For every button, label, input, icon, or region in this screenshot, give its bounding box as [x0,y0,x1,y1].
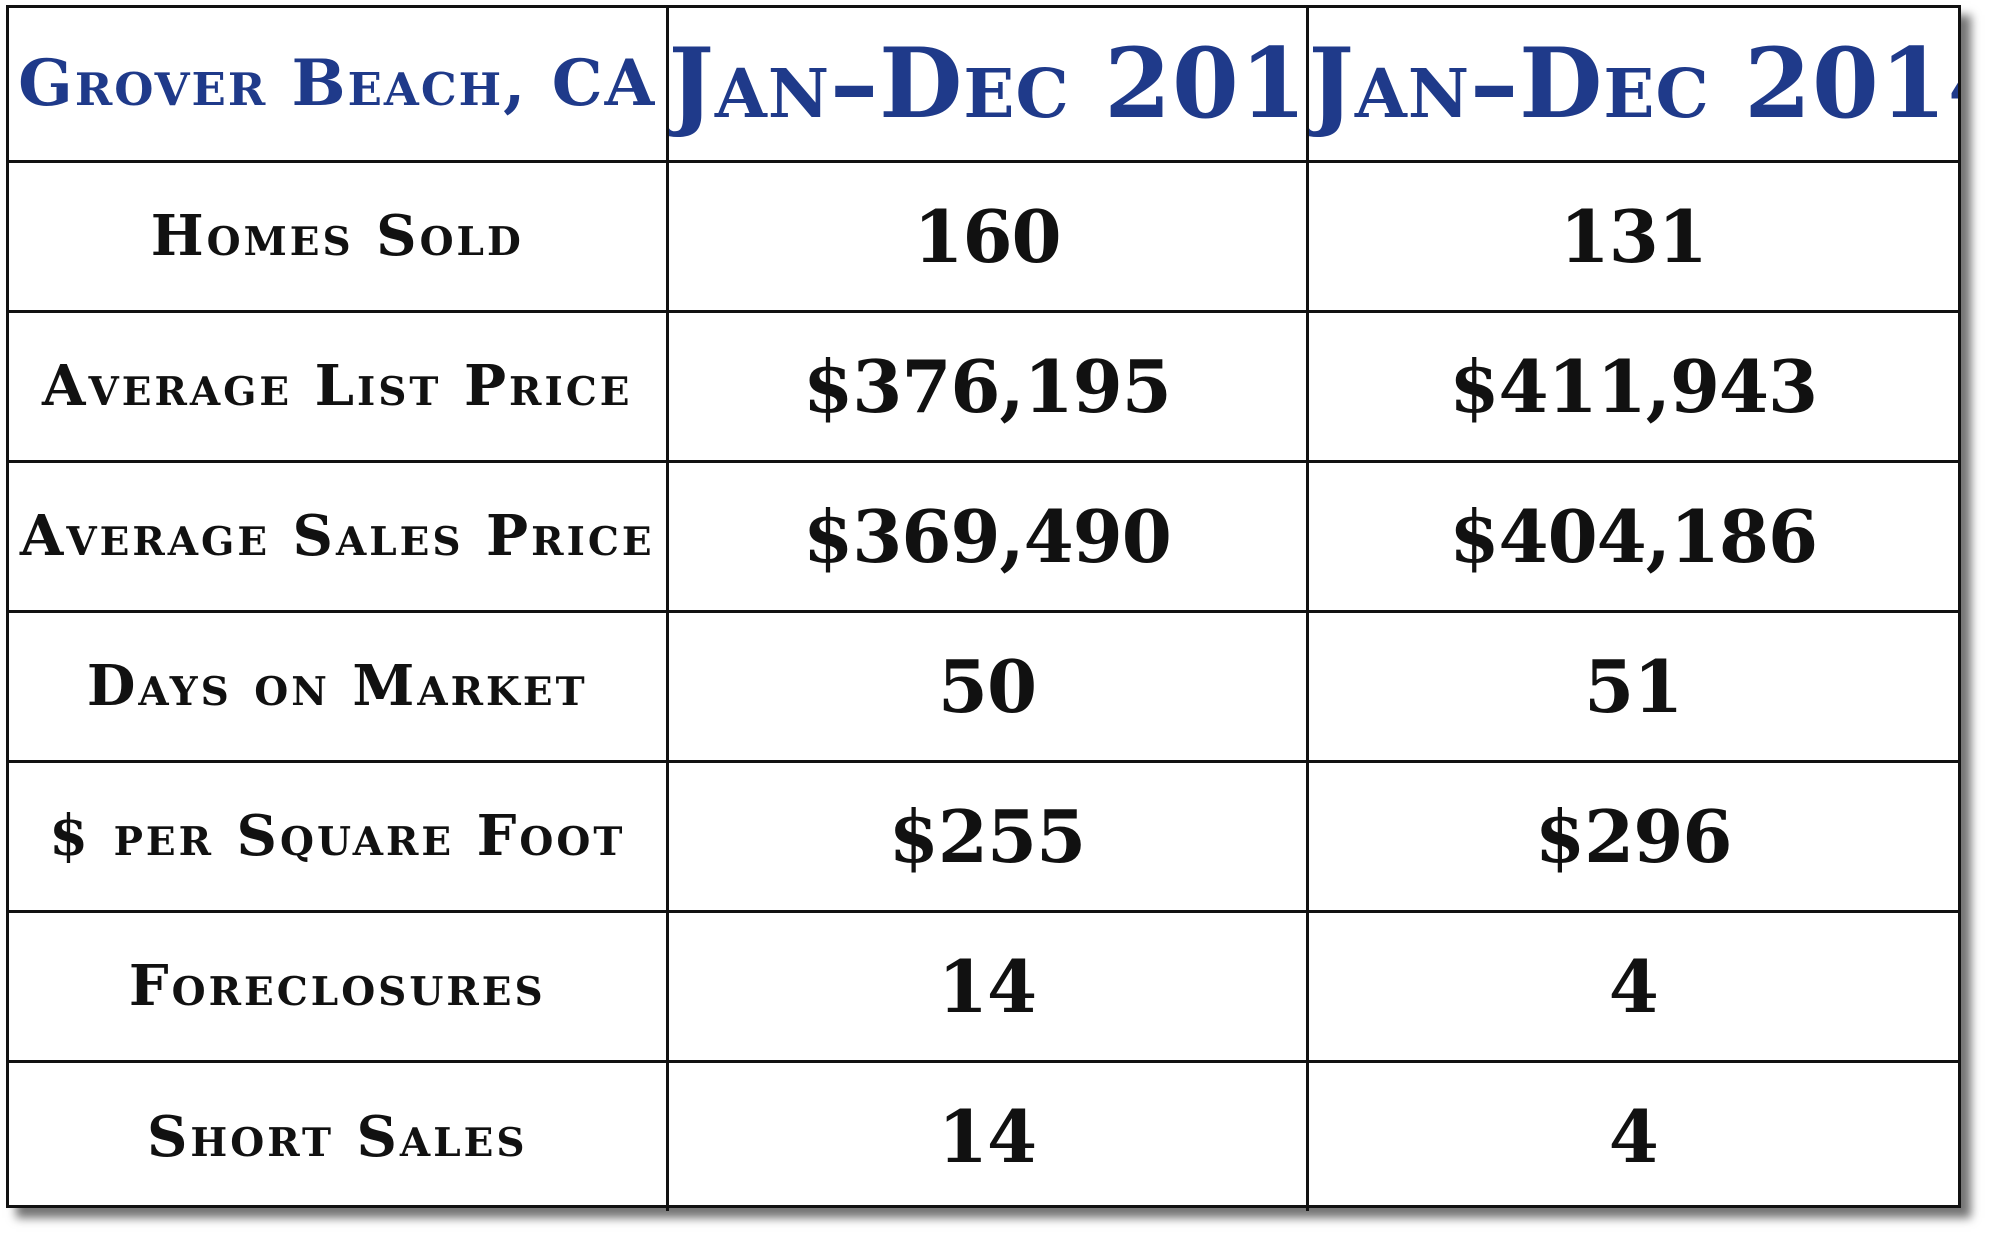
value-2013: 160 [665,159,1309,313]
value-2013: 14 [665,909,1309,1063]
row-label: Days on Market [9,609,669,763]
value-2013: $369,490 [665,459,1309,613]
row-label: Short Sales [9,1059,669,1211]
value-2013: $376,195 [665,309,1309,463]
stats-grid: Grover Beach, CA Jan–Dec 2013 Jan–Dec 20… [9,8,1958,1211]
row-label: Average List Price [9,309,669,463]
value-2014: $296 [1305,759,1958,913]
table-row-average-list-price: Average List Price $376,195 $411,943 [9,309,1958,463]
header-row: Grover Beach, CA Jan–Dec 2013 Jan–Dec 20… [9,8,1958,163]
table-row-price-per-square-foot: $ per Square Foot $255 $296 [9,759,1958,913]
value-2013: 14 [665,1059,1309,1211]
value-2014: 4 [1305,1059,1958,1211]
table-row-foreclosures: Foreclosures 14 4 [9,909,1958,1063]
row-label: Average Sales Price [9,459,669,613]
row-label: $ per Square Foot [9,759,669,913]
value-2014: $404,186 [1305,459,1958,613]
value-2013: 50 [665,609,1309,763]
location-header: Grover Beach, CA [9,8,669,163]
value-2014: 4 [1305,909,1958,1063]
row-label: Homes Sold [9,159,669,313]
market-stats-table: Grover Beach, CA Jan–Dec 2013 Jan–Dec 20… [6,5,1961,1211]
value-2014: $411,943 [1305,309,1958,463]
period-2014-header: Jan–Dec 2014 [1305,8,1958,163]
table-row-short-sales: Short Sales 14 4 [9,1059,1958,1211]
table-row-homes-sold: Homes Sold 160 131 [9,159,1958,313]
table-row-average-sales-price: Average Sales Price $369,490 $404,186 [9,459,1958,613]
period-2013-header: Jan–Dec 2013 [665,8,1309,163]
value-2014: 131 [1305,159,1958,313]
table-row-days-on-market: Days on Market 50 51 [9,609,1958,763]
row-label: Foreclosures [9,909,669,1063]
value-2013: $255 [665,759,1309,913]
value-2014: 51 [1305,609,1958,763]
